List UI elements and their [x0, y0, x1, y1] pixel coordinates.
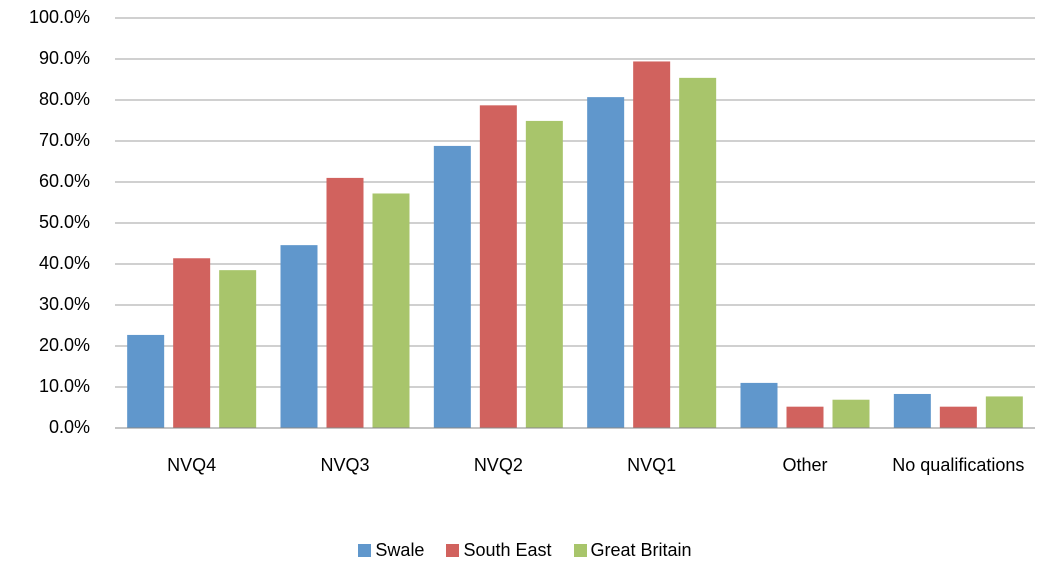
bar [939, 406, 977, 428]
bar [893, 393, 931, 428]
bar [479, 105, 517, 428]
legend-item: Swale [358, 540, 424, 561]
x-tick-label: NVQ4 [167, 455, 217, 475]
bar [326, 177, 364, 428]
bar [127, 334, 165, 428]
y-tick-label: 20.0% [39, 335, 90, 355]
bar [679, 77, 717, 429]
legend-swatch [573, 544, 587, 557]
x-tick-label: NVQ1 [627, 455, 677, 475]
y-tick-label: 90.0% [39, 48, 90, 68]
y-tick-label: 0.0% [49, 417, 90, 437]
bar [587, 97, 625, 428]
bar [433, 145, 471, 429]
y-tick-label: 30.0% [39, 294, 90, 314]
legend-swatch [446, 544, 460, 557]
y-tick-label: 10.0% [39, 376, 90, 396]
bar [372, 193, 410, 428]
legend: Swale South East Great Britain [0, 540, 1050, 561]
legend-swatch [358, 544, 372, 557]
y-tick-label: 60.0% [39, 171, 90, 191]
legend-item: South East [446, 540, 552, 561]
bar [832, 399, 870, 428]
bar [525, 120, 563, 428]
bar [786, 406, 824, 428]
x-tick-label: Other [782, 455, 828, 475]
x-tick-label: No qualifications [892, 455, 1025, 475]
legend-label: Great Britain [590, 540, 692, 560]
y-tick-label: 70.0% [39, 130, 90, 150]
y-tick-label: 100.0% [29, 7, 90, 27]
x-tick-label: NVQ2 [473, 455, 523, 475]
bar [985, 396, 1023, 428]
bar [633, 61, 671, 429]
bar [173, 258, 211, 428]
y-tick-label: 50.0% [39, 212, 90, 232]
y-tick-label: 40.0% [39, 253, 90, 273]
y-tick-label: 80.0% [39, 89, 90, 109]
bar [740, 382, 778, 428]
legend-label: South East [463, 540, 552, 560]
legend-label: Swale [375, 540, 425, 560]
x-tick-label: NVQ3 [320, 455, 370, 475]
bar [280, 245, 318, 428]
bar [219, 270, 257, 428]
legend-item: Great Britain [573, 540, 692, 561]
